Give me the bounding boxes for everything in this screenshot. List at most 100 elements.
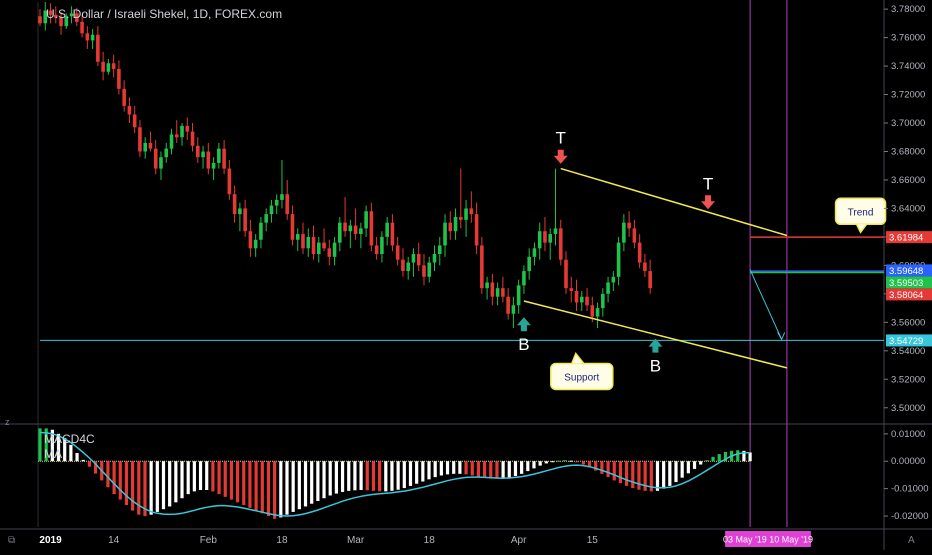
candle-body: [274, 199, 279, 206]
macd-histogram-bar: [44, 428, 48, 462]
macd-histogram-bar: [75, 453, 79, 462]
price-badge-label: 3.58064: [889, 290, 923, 301]
channel-line: [560, 167, 788, 237]
candle-body: [627, 222, 631, 229]
macd-histogram-bar: [600, 461, 604, 474]
candle-body: [490, 282, 495, 297]
candle-body: [579, 296, 584, 303]
candle-body: [117, 68, 121, 89]
macd-histogram-bar: [594, 461, 598, 471]
macd-histogram-bar: [520, 461, 524, 474]
candle-body: [75, 13, 79, 22]
macd-histogram-bar: [118, 461, 122, 500]
auto-scale-button[interactable]: A: [908, 535, 915, 546]
tradingview-logo-icon: ⧉: [8, 535, 15, 546]
candle-body: [280, 194, 284, 200]
candle-body: [185, 125, 190, 132]
candle-body: [411, 254, 416, 263]
candle-body: [527, 256, 531, 272]
bottom-label: B: [518, 335, 529, 354]
candle-body: [395, 245, 400, 260]
macd-histogram-bar: [93, 461, 98, 474]
candle-body: [501, 288, 505, 297]
macd-histogram-bar: [378, 461, 382, 492]
price-tick-label: 3.68000: [891, 146, 925, 157]
macd-histogram-bar: [340, 461, 345, 492]
candle-body: [69, 13, 74, 17]
time-tick-label: Mar: [347, 535, 365, 546]
candle-body: [537, 231, 542, 249]
macd-histogram-bar: [501, 461, 505, 479]
price-badge-label: 3.59503: [889, 278, 923, 289]
macd-tick-label: 0.00000: [891, 456, 925, 467]
price-badge-label: 3.61984: [889, 233, 923, 244]
candle-body: [385, 222, 389, 237]
time-tick-label: Apr: [511, 535, 527, 546]
callout-pointer: [571, 351, 585, 364]
candle-body: [122, 88, 126, 106]
macd-histogram-bar: [445, 461, 450, 475]
macd-histogram-bar: [328, 461, 332, 496]
macd-histogram-bar: [748, 452, 752, 462]
macd-histogram-bar: [513, 461, 518, 477]
macd-histogram-bar: [149, 461, 153, 515]
macd-histogram-bar: [538, 461, 542, 466]
price-badge-label: 3.54729: [889, 336, 923, 347]
candle-body: [159, 157, 163, 169]
candle-body: [295, 234, 300, 240]
candle-body: [574, 291, 579, 303]
candle-body: [264, 214, 268, 223]
candle-body: [206, 151, 211, 169]
candle-body: [495, 288, 500, 297]
candle-body: [332, 242, 337, 257]
macd-histogram-bar: [557, 460, 561, 462]
candle-body: [174, 134, 179, 138]
candle-body: [564, 259, 568, 289]
candle-body: [474, 214, 479, 246]
macd-histogram-bar: [223, 461, 227, 497]
macd-histogram-bar: [297, 461, 301, 510]
candle-body: [353, 225, 358, 235]
candle-body: [153, 148, 158, 169]
price-tick-label: 3.64000: [891, 203, 925, 214]
macd-histogram-bar: [390, 461, 394, 491]
candle-body: [201, 151, 205, 158]
macd-histogram-bar: [38, 428, 42, 462]
macd-histogram-bar: [427, 461, 431, 480]
macd-histogram-bar: [563, 460, 567, 462]
candle-body: [301, 234, 305, 249]
callout-pointer: [855, 223, 868, 234]
candle-body: [348, 225, 353, 232]
macd-histogram-bar: [637, 461, 641, 490]
macd-histogram-bar: [408, 461, 413, 486]
candle-body: [364, 211, 368, 229]
macd-histogram-bar: [365, 461, 369, 491]
candle-body: [543, 231, 547, 243]
macd-histogram-bar: [205, 461, 209, 491]
price-tick-label: 3.66000: [891, 175, 925, 186]
candle-body: [248, 231, 253, 249]
candle-body: [316, 242, 321, 254]
candle-body: [132, 114, 137, 128]
price-badge: [886, 276, 932, 289]
candle-body: [227, 168, 232, 195]
callout-text: Trend: [848, 207, 874, 218]
macd-histogram-bar: [612, 461, 616, 481]
time-tick-label: 14: [108, 535, 120, 546]
candle-body: [196, 145, 200, 158]
macd-histogram-bar: [161, 461, 166, 510]
candle-body: [464, 208, 468, 220]
macd-histogram-bar: [705, 460, 709, 462]
candle-body: [558, 228, 563, 260]
macd-histogram-bar: [291, 461, 295, 512]
price-tick-label: 3.50000: [891, 403, 925, 414]
candle-body: [217, 148, 221, 163]
macd-histogram-bar: [106, 461, 110, 488]
candle-body: [306, 236, 311, 249]
macd-histogram-bar: [112, 461, 116, 495]
macd-histogram-bar: [334, 461, 338, 494]
macd-histogram-bar: [686, 461, 690, 474]
price-badge: [886, 231, 932, 244]
